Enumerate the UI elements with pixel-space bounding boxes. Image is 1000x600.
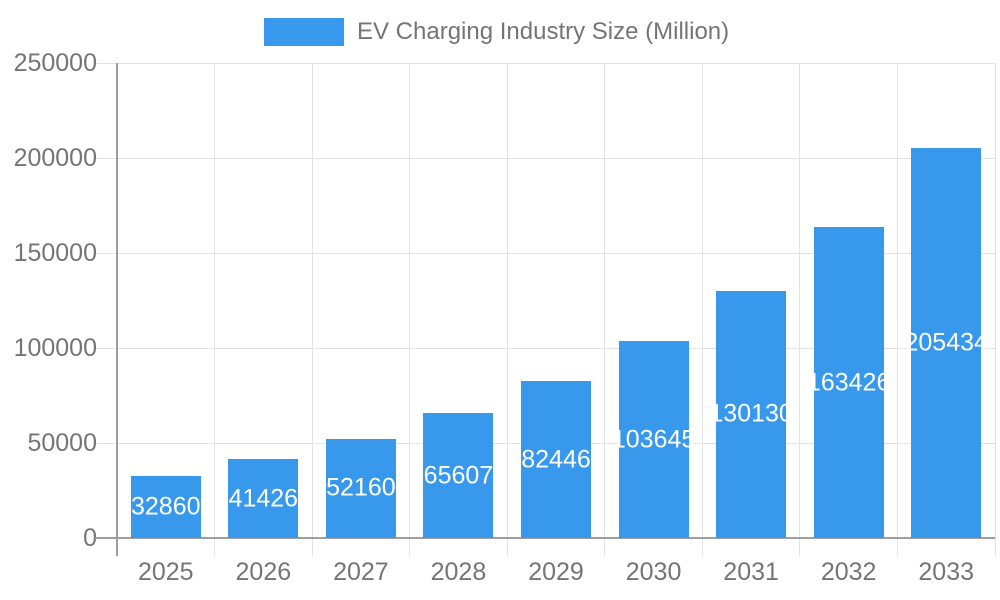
y-axis-tick-label: 250000	[13, 49, 97, 77]
x-axis-tick-label: 2028	[430, 558, 487, 586]
x-axis-tick-label: 2031	[723, 558, 779, 586]
y-gridline	[95, 347, 995, 349]
bar-value-label: 41426	[228, 484, 299, 513]
bar-2029[interactable]	[521, 381, 591, 538]
x-axis-tick-label: 2027	[333, 558, 389, 586]
y-axis-tick-label: 100000	[13, 334, 97, 362]
x-gridline	[311, 63, 313, 556]
bar-2031[interactable]	[716, 290, 787, 538]
y-axis-tick-label: 50000	[27, 429, 97, 457]
bar-value-label: 103645	[611, 425, 696, 454]
y-axis-tick-label: 200000	[13, 144, 97, 172]
bar-value-label: 130130	[709, 399, 793, 428]
x-gridline	[799, 63, 801, 556]
x-gridline	[604, 63, 606, 556]
bar-2033[interactable]	[911, 147, 982, 538]
x-gridline	[214, 63, 216, 556]
legend-swatch	[264, 18, 344, 46]
y-axis-tick-label: 0	[83, 524, 97, 552]
bar-value-label: 205434	[904, 328, 988, 357]
x-axis-tick-label: 2025	[137, 558, 194, 586]
bar-value-label: 163426	[806, 368, 891, 397]
y-gridline	[95, 252, 995, 254]
x-gridline	[409, 63, 411, 556]
bar-2025[interactable]	[130, 475, 201, 538]
bar-2028[interactable]	[423, 413, 494, 538]
bar-2027[interactable]	[325, 438, 396, 538]
bar-value-label: 82446	[521, 445, 591, 474]
bar-2030[interactable]	[618, 341, 689, 538]
bar-value-label: 65607	[423, 461, 494, 490]
legend-label: EV Charging Industry Size (Million)	[357, 18, 730, 45]
y-axis-tick-label: 150000	[13, 239, 97, 267]
y-axis-line	[116, 63, 118, 556]
x-axis-line	[95, 537, 995, 539]
x-axis-tick-label: 2033	[918, 558, 975, 586]
x-gridline	[701, 63, 703, 556]
x-axis-tick-label: 2026	[235, 558, 292, 586]
bar-2032[interactable]	[813, 227, 884, 538]
legend[interactable]: EV Charging Industry Size (Million)	[264, 18, 729, 46]
x-gridline	[896, 63, 898, 556]
x-axis-tick-label: 2030	[625, 558, 682, 586]
x-gridline	[506, 63, 508, 556]
y-gridline	[95, 157, 995, 159]
x-gridline	[994, 63, 996, 556]
bar-2026[interactable]	[228, 459, 299, 538]
x-axis-tick-label: 2032	[820, 558, 877, 586]
y-gridline	[95, 62, 995, 64]
bar-value-label: 32860	[131, 492, 201, 521]
x-axis-tick-label: 2029	[528, 558, 584, 586]
bar-value-label: 52160	[326, 473, 396, 502]
